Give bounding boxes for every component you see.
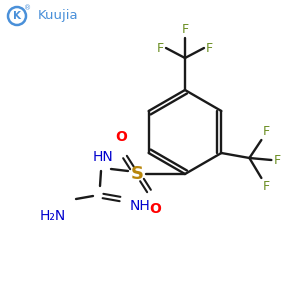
Text: F: F (206, 41, 213, 55)
Text: K: K (13, 11, 21, 21)
Text: O: O (149, 202, 161, 216)
Text: HN: HN (93, 150, 113, 164)
Text: F: F (157, 41, 164, 55)
Text: O: O (115, 130, 127, 144)
Text: NH: NH (130, 199, 151, 213)
Text: H₂N: H₂N (40, 209, 66, 223)
Text: F: F (273, 154, 280, 166)
Text: S: S (130, 165, 143, 183)
Text: Kuujia: Kuujia (38, 10, 79, 22)
Text: ®: ® (24, 5, 32, 11)
Text: F: F (262, 180, 269, 193)
Text: F: F (182, 23, 189, 36)
Text: F: F (262, 125, 269, 138)
